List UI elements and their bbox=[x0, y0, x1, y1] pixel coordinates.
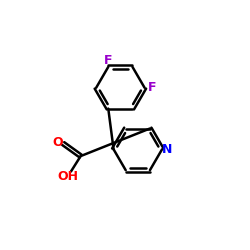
Text: OH: OH bbox=[58, 170, 78, 183]
Text: F: F bbox=[104, 54, 112, 67]
Text: N: N bbox=[162, 143, 173, 156]
Text: F: F bbox=[148, 81, 156, 94]
Text: O: O bbox=[52, 136, 63, 149]
